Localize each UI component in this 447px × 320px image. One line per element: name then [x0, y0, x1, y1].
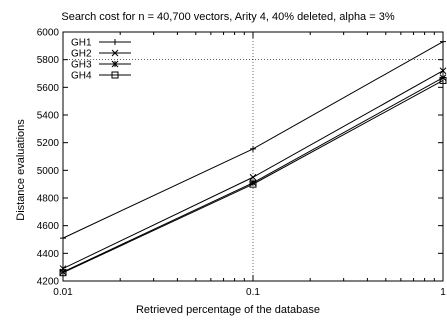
x-tick-label: 0.1 [246, 287, 260, 298]
y-tick-label: 5000 [37, 166, 60, 177]
y-tick-label: 5200 [37, 138, 60, 149]
axis-layer: 4200 4400 4600 4800 5000 5200 5400 5600 5800 6000… [37, 28, 446, 299]
legend-marker-gh3 [111, 60, 119, 68]
data-point-gh2 [249, 173, 257, 181]
legend-label-gh1: GH1 [71, 38, 92, 49]
y-tick-label: 4600 [37, 221, 60, 232]
series-line-gh2 [62, 70, 444, 270]
x-tick-label: 1 [440, 287, 446, 298]
grid-layer [63, 32, 443, 281]
chart-title: Search cost for n = 40,700 vectors, Arit… [61, 11, 394, 23]
x-tick-label: 0.01 [53, 287, 73, 298]
data-point-gh3 [249, 179, 257, 187]
x-axis-label: Retrieved percentage of the database [136, 304, 320, 316]
legend-marker-gh1 [112, 39, 118, 45]
series-layer [59, 38, 447, 277]
series-line-gh4 [62, 79, 444, 274]
plot-frame [62, 31, 444, 282]
legend-label-gh2: GH2 [71, 49, 92, 60]
y-tick-label: 5800 [37, 55, 60, 66]
legend-label-gh4: GH4 [71, 71, 92, 82]
legend-marker-gh4 [111, 71, 119, 79]
y-tick-label: 4800 [37, 194, 60, 205]
y-tick-label: 4200 [37, 277, 60, 288]
data-point-gh1 [250, 145, 256, 152]
legend-label-gh3: GH3 [71, 60, 92, 71]
y-axis-label: Distance evaluations [15, 119, 27, 221]
y-tick-label: 5400 [37, 111, 60, 122]
y-tick-label: 6000 [37, 28, 60, 39]
y-tick-label: 4400 [37, 249, 60, 260]
legend-marker-gh2 [111, 49, 119, 57]
y-tick-label: 5600 [37, 83, 60, 94]
data-point-gh4 [249, 180, 257, 188]
